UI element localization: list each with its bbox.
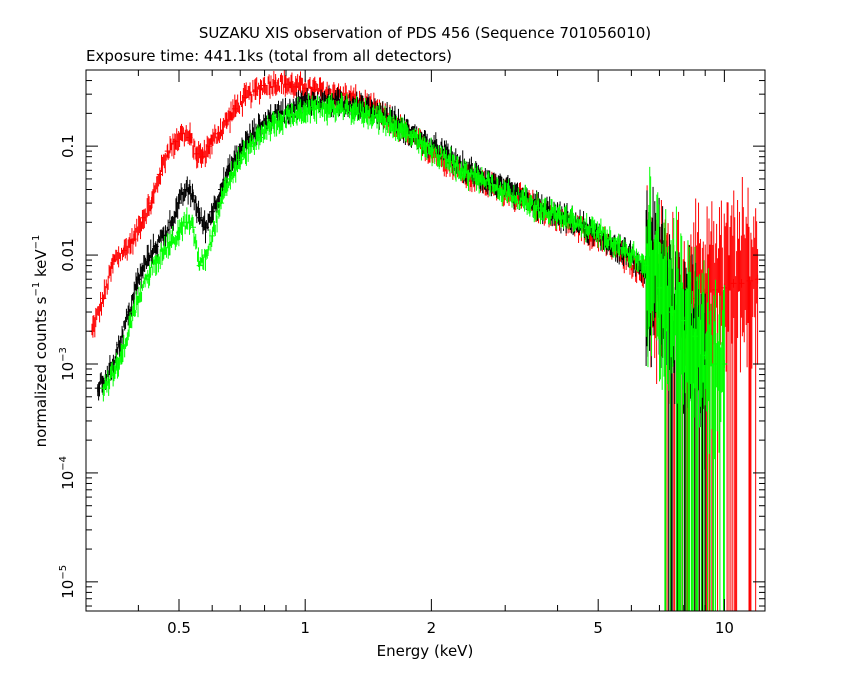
y-axis-label-exponent-1: −1 (31, 282, 42, 297)
y-tick-label: 10−3 (58, 347, 77, 381)
x-tick-label: 10 (715, 619, 734, 637)
x-tick-label: 0.5 (167, 619, 191, 637)
y-axis-label-unit: keV (32, 249, 50, 282)
chart-title: SUZAKU XIS observation of PDS 456 (Seque… (199, 24, 651, 42)
axes-frame (85, 69, 766, 612)
x-tick-label: 2 (427, 619, 437, 637)
y-axis-label-exponent-2: −1 (31, 235, 42, 250)
x-tick-label: 5 (593, 619, 603, 637)
y-tick-label: 0.1 (59, 134, 77, 158)
plot-frame (85, 69, 766, 612)
tick-marks (85, 69, 765, 611)
series-2 (100, 92, 728, 611)
x-axis-label: Energy (keV) (377, 642, 474, 660)
y-tick-label: 10−4 (58, 456, 77, 490)
x-tick-label: 1 (300, 619, 310, 637)
y-tick-label: 10−5 (58, 565, 77, 599)
plot-data (88, 70, 761, 611)
series-1 (94, 85, 709, 611)
y-axis-label: normalized counts s−1 keV−1 (31, 235, 50, 448)
tick-labels: 0.5 1 2 5 10 0.1 0.01 10−3 10−4 10−5 (58, 134, 734, 637)
chart-subtitle: Exposure time: 441.1ks (total from all d… (86, 47, 452, 65)
y-axis-label-main: normalized counts s (32, 296, 50, 447)
y-tick-label: 0.01 (59, 238, 77, 271)
